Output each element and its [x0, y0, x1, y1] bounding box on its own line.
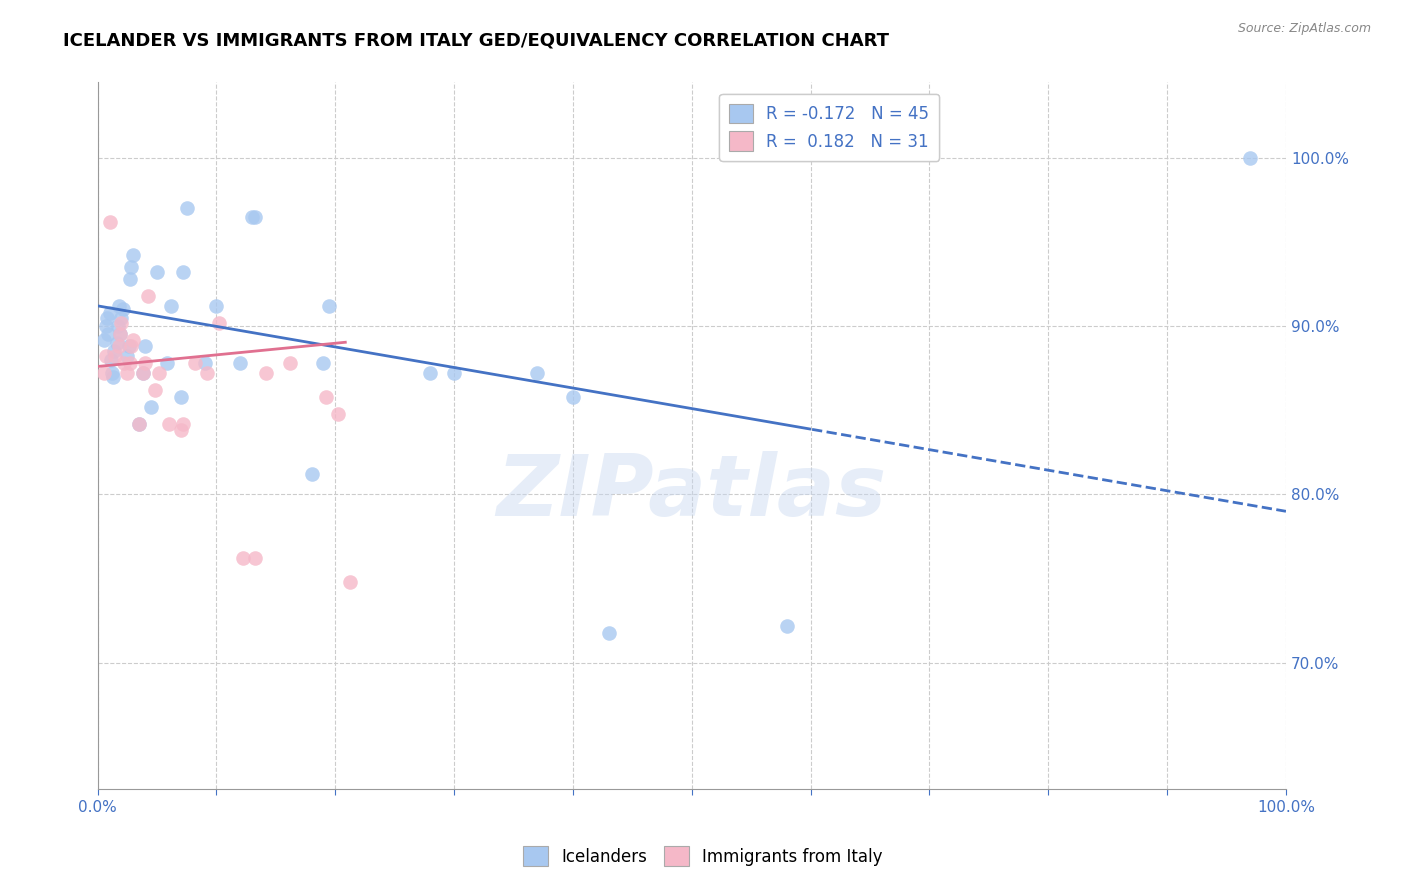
Point: [108, 339, 131, 353]
Point: [194, 356, 217, 370]
Point: [120, 339, 142, 353]
Point: [98, 215, 121, 229]
Point: [157, 417, 180, 431]
Point: [110, 310, 132, 325]
Point: [93, 366, 115, 380]
Point: [326, 407, 349, 421]
Point: [98, 305, 121, 319]
Point: [278, 356, 301, 370]
Point: [419, 366, 441, 380]
Point: [128, 417, 150, 431]
Point: [93, 333, 115, 347]
Point: [232, 551, 254, 566]
Point: [122, 333, 145, 347]
Point: [160, 299, 183, 313]
Point: [170, 424, 193, 438]
Point: [243, 551, 266, 566]
Point: [132, 366, 155, 380]
Legend: R = -0.172   N = 45, R =  0.182   N = 31: R = -0.172 N = 45, R = 0.182 N = 31: [720, 94, 939, 161]
Point: [143, 383, 166, 397]
Point: [105, 335, 128, 350]
Point: [776, 619, 799, 633]
Point: [1239, 151, 1261, 165]
Point: [117, 350, 139, 364]
Point: [118, 356, 141, 370]
Point: [172, 265, 194, 279]
Point: [112, 356, 135, 370]
Point: [132, 366, 155, 380]
Point: [243, 210, 266, 224]
Point: [139, 400, 162, 414]
Point: [101, 369, 124, 384]
Point: [118, 272, 141, 286]
Point: [94, 319, 117, 334]
Point: [128, 417, 150, 431]
Point: [136, 289, 159, 303]
Point: [117, 366, 139, 380]
Point: [107, 319, 129, 334]
Point: [104, 350, 127, 364]
Point: [195, 366, 218, 380]
Point: [254, 366, 277, 380]
Point: [110, 316, 132, 330]
Point: [122, 248, 145, 262]
Point: [312, 356, 335, 370]
Point: [598, 625, 620, 640]
Point: [184, 356, 207, 370]
Point: [339, 574, 361, 589]
Point: [146, 265, 169, 279]
Point: [443, 366, 465, 380]
Point: [117, 339, 139, 353]
Point: [94, 350, 117, 364]
Point: [205, 299, 228, 313]
Point: [562, 390, 585, 404]
Text: Source: ZipAtlas.com: Source: ZipAtlas.com: [1237, 22, 1371, 36]
Point: [315, 390, 337, 404]
Point: [155, 356, 177, 370]
Point: [301, 467, 323, 482]
Point: [176, 201, 198, 215]
Point: [111, 302, 134, 317]
Point: [170, 390, 193, 404]
Point: [108, 299, 131, 313]
Point: [100, 352, 122, 367]
Point: [134, 356, 156, 370]
Point: [101, 366, 124, 380]
Point: [120, 260, 142, 274]
Point: [110, 327, 132, 342]
Point: [148, 366, 170, 380]
Point: [134, 339, 156, 353]
Text: ZIPatlas: ZIPatlas: [496, 450, 887, 533]
Point: [318, 299, 340, 313]
Point: [110, 327, 132, 342]
Point: [96, 310, 118, 325]
Point: [208, 316, 231, 330]
Legend: Icelanders, Immigrants from Italy: Icelanders, Immigrants from Italy: [516, 839, 890, 873]
Point: [103, 344, 125, 359]
Point: [526, 366, 548, 380]
Point: [172, 417, 194, 431]
Point: [240, 210, 263, 224]
Text: ICELANDER VS IMMIGRANTS FROM ITALY GED/EQUIVALENCY CORRELATION CHART: ICELANDER VS IMMIGRANTS FROM ITALY GED/E…: [63, 31, 889, 49]
Point: [97, 327, 120, 342]
Point: [229, 356, 252, 370]
